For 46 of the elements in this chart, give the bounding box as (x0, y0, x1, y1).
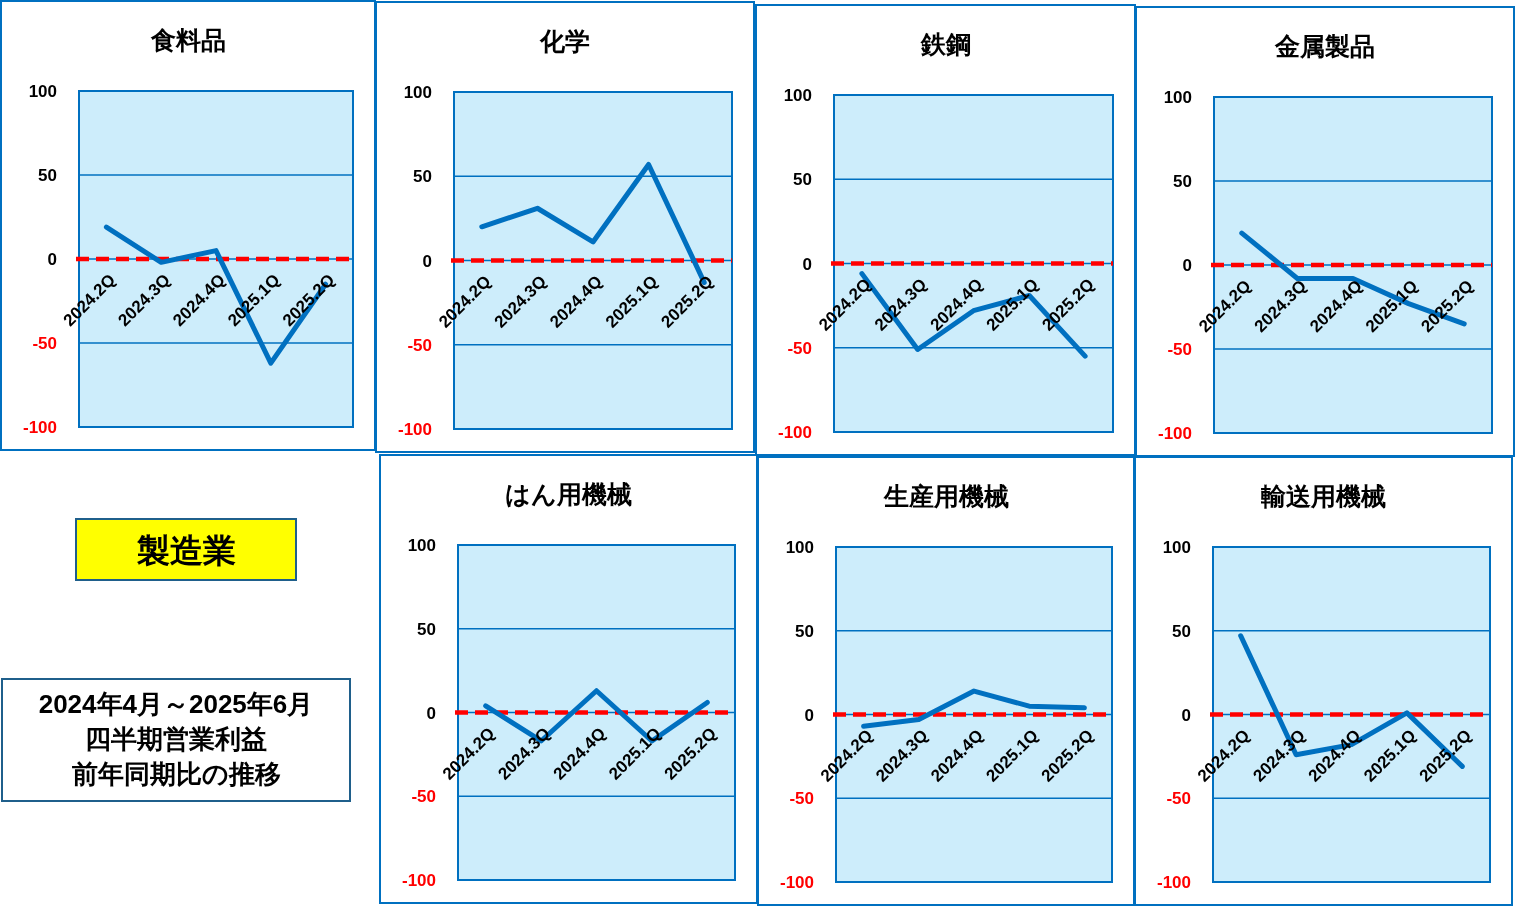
text: 2024年4月～2025年6月 (38, 689, 314, 719)
y-tick-label: 100 (407, 536, 436, 555)
y-tick-label: 100 (783, 86, 812, 105)
y-tick-label: -100 (401, 871, 436, 890)
y-tick-label: 50 (38, 166, 57, 185)
chart-title: 金属製品 (1274, 32, 1375, 60)
y-tick-label: -50 (1166, 789, 1191, 809)
chart-title: 輸送用機械 (1260, 482, 1386, 510)
y-tick-label: 0 (47, 250, 57, 269)
y-tick-label: 0 (804, 705, 814, 725)
y-tick-label: -50 (1167, 340, 1192, 359)
y-tick-label: 0 (426, 703, 436, 723)
y-tick-label: 50 (417, 619, 436, 639)
y-tick-label: 50 (793, 170, 812, 190)
y-tick-label: 100 (28, 82, 57, 101)
y-tick-label: 50 (1173, 172, 1192, 191)
y-tick-label: -50 (787, 338, 812, 358)
text: 四半期営業利益 (85, 724, 267, 754)
y-tick-label: 50 (413, 167, 432, 187)
y-tick-label: -100 (777, 423, 812, 442)
y-tick-label: -100 (397, 420, 432, 439)
y-tick-label: 0 (1181, 705, 1191, 725)
y-tick-label: 100 (785, 538, 814, 557)
y-tick-label: 100 (1162, 538, 1191, 557)
y-tick-label: -100 (1157, 424, 1192, 443)
y-tick-label: 0 (802, 254, 812, 274)
y-tick-label: 100 (403, 83, 432, 102)
y-tick-label: 100 (1163, 88, 1192, 107)
y-tick-label: -100 (779, 873, 814, 892)
y-tick-label: -50 (411, 787, 436, 807)
chart-title: 食料品 (149, 26, 226, 54)
text: 製造業 (135, 532, 236, 569)
y-tick-label: -100 (1156, 873, 1191, 892)
y-tick-label: 50 (795, 621, 814, 641)
chart-title: 化学 (539, 27, 590, 55)
y-tick-label: -50 (407, 335, 432, 355)
text: 前年同期比の推移 (70, 759, 281, 789)
y-tick-label: -50 (32, 334, 57, 353)
chart-title: 鉄鋼 (919, 30, 971, 58)
y-tick-label: 0 (1182, 256, 1192, 275)
chart-title: 生産用機械 (882, 482, 1009, 510)
y-tick-label: 0 (422, 251, 432, 271)
y-tick-label: 50 (1172, 621, 1191, 641)
chart-title: はん用機械 (505, 480, 632, 508)
y-tick-label: -50 (789, 789, 814, 809)
y-tick-label: -100 (22, 418, 57, 437)
